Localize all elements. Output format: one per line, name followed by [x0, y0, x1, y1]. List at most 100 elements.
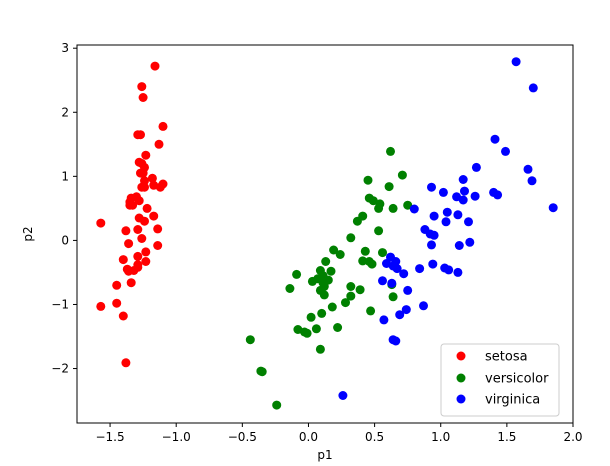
point-versicolor-21: [321, 257, 331, 266]
y-tick-label-3: 1: [61, 169, 69, 183]
point-versicolor-29: [307, 276, 317, 286]
point-setosa-23: [134, 196, 144, 206]
point-versicolor-53: [272, 400, 282, 410]
point-virginica-4: [471, 162, 481, 172]
point-setosa-13: [147, 173, 157, 183]
point-setosa-26: [142, 203, 152, 213]
legend-marker-setosa: [456, 351, 466, 361]
x-tick-label-2: −0.5: [228, 430, 257, 444]
point-setosa-34: [137, 234, 147, 243]
legend-label-setosa: setosa: [485, 350, 528, 365]
legend: setosa versicolor virginica: [440, 343, 560, 417]
point-setosa-45: [133, 262, 143, 272]
point-virginica-24: [429, 230, 439, 240]
point-virginica-20: [441, 217, 451, 227]
point-versicolor-8: [388, 203, 398, 213]
point-versicolor-37: [319, 290, 329, 300]
point-versicolor-36: [346, 291, 356, 301]
point-setosa-50: [118, 311, 128, 321]
point-virginica-21: [464, 217, 473, 227]
point-versicolor-2: [363, 175, 373, 185]
y-tick-label-5: 3: [61, 41, 69, 55]
point-versicolor-3: [384, 182, 394, 192]
point-versicolor-43: [306, 312, 316, 322]
point-versicolor-38: [388, 292, 398, 302]
y-tick-label-4: 2: [61, 105, 69, 119]
point-setosa-44: [124, 266, 134, 276]
legend-marker-virginica: [456, 394, 466, 404]
x-axis-label: p1: [317, 448, 332, 462]
x-tick-label-5: 1.0: [431, 430, 450, 444]
point-virginica-2: [490, 134, 500, 144]
point-virginica-9: [438, 187, 448, 197]
point-versicolor-7: [403, 200, 413, 210]
point-versicolor-50: [245, 335, 255, 345]
point-virginica-49: [338, 391, 348, 400]
point-versicolor-52: [256, 366, 266, 376]
point-setosa-27: [149, 211, 159, 221]
point-versicolor-46: [302, 328, 312, 338]
point-setosa-33: [96, 218, 106, 228]
point-virginica-0: [511, 57, 521, 67]
point-versicolor-47: [311, 324, 321, 334]
point-setosa-49: [112, 298, 122, 308]
point-versicolor-49: [315, 344, 325, 354]
point-setosa-2: [138, 93, 148, 102]
point-versicolor-15: [335, 250, 345, 259]
point-versicolor-20: [367, 259, 377, 269]
point-setosa-25: [125, 200, 135, 210]
point-versicolor-1: [397, 170, 407, 180]
point-setosa-29: [140, 216, 149, 226]
point-virginica-5: [523, 164, 533, 174]
point-versicolor-9: [374, 203, 384, 213]
point-versicolor-31: [355, 285, 365, 295]
point-virginica-1: [528, 83, 538, 93]
legend-label-versicolor: versicolor: [485, 372, 549, 387]
y-tick-label-1: −1: [51, 297, 69, 311]
point-versicolor-12: [374, 226, 384, 236]
x-tick-label-6: 1.5: [497, 430, 516, 444]
point-setosa-17: [155, 182, 165, 192]
point-versicolor-39: [341, 298, 350, 308]
point-versicolor-11: [352, 216, 362, 226]
point-virginica-42: [403, 285, 413, 295]
y-tick-label-2: 0: [61, 233, 69, 247]
point-virginica-27: [454, 241, 464, 250]
point-virginica-38: [453, 267, 463, 277]
point-setosa-5: [158, 121, 168, 131]
point-virginica-16: [409, 204, 419, 214]
point-virginica-18: [453, 210, 463, 220]
point-virginica-41: [387, 278, 397, 288]
point-versicolor-17: [378, 248, 387, 258]
point-virginica-26: [465, 237, 475, 247]
point-setosa-38: [133, 251, 143, 261]
point-versicolor-13: [346, 233, 356, 243]
x-tick-label-1: −1.0: [162, 430, 191, 444]
point-virginica-7: [527, 176, 537, 186]
point-setosa-51: [121, 358, 131, 368]
legend-marker-versicolor: [456, 373, 466, 383]
point-setosa-47: [112, 280, 122, 290]
point-versicolor-48: [333, 323, 343, 332]
point-virginica-13: [470, 191, 480, 201]
point-setosa-32: [121, 226, 131, 236]
point-versicolor-16: [360, 246, 370, 256]
y-tick-label-0: −2: [51, 362, 69, 376]
legend-label-virginica: virginica: [485, 393, 540, 408]
point-setosa-37: [141, 247, 151, 257]
point-virginica-19: [429, 211, 439, 221]
x-tick-label-7: 2.0: [563, 430, 582, 444]
point-virginica-44: [395, 310, 405, 320]
point-versicolor-42: [366, 306, 376, 316]
point-setosa-6: [154, 139, 164, 149]
y-axis-label: p2: [21, 226, 35, 241]
point-virginica-10: [460, 186, 469, 196]
point-versicolor-23: [326, 266, 336, 276]
point-setosa-30: [153, 224, 163, 234]
point-setosa-35: [153, 241, 163, 250]
plot-area-frame: [76, 44, 574, 424]
point-setosa-40: [141, 257, 151, 266]
point-virginica-33: [388, 261, 398, 271]
point-versicolor-25: [292, 269, 302, 279]
